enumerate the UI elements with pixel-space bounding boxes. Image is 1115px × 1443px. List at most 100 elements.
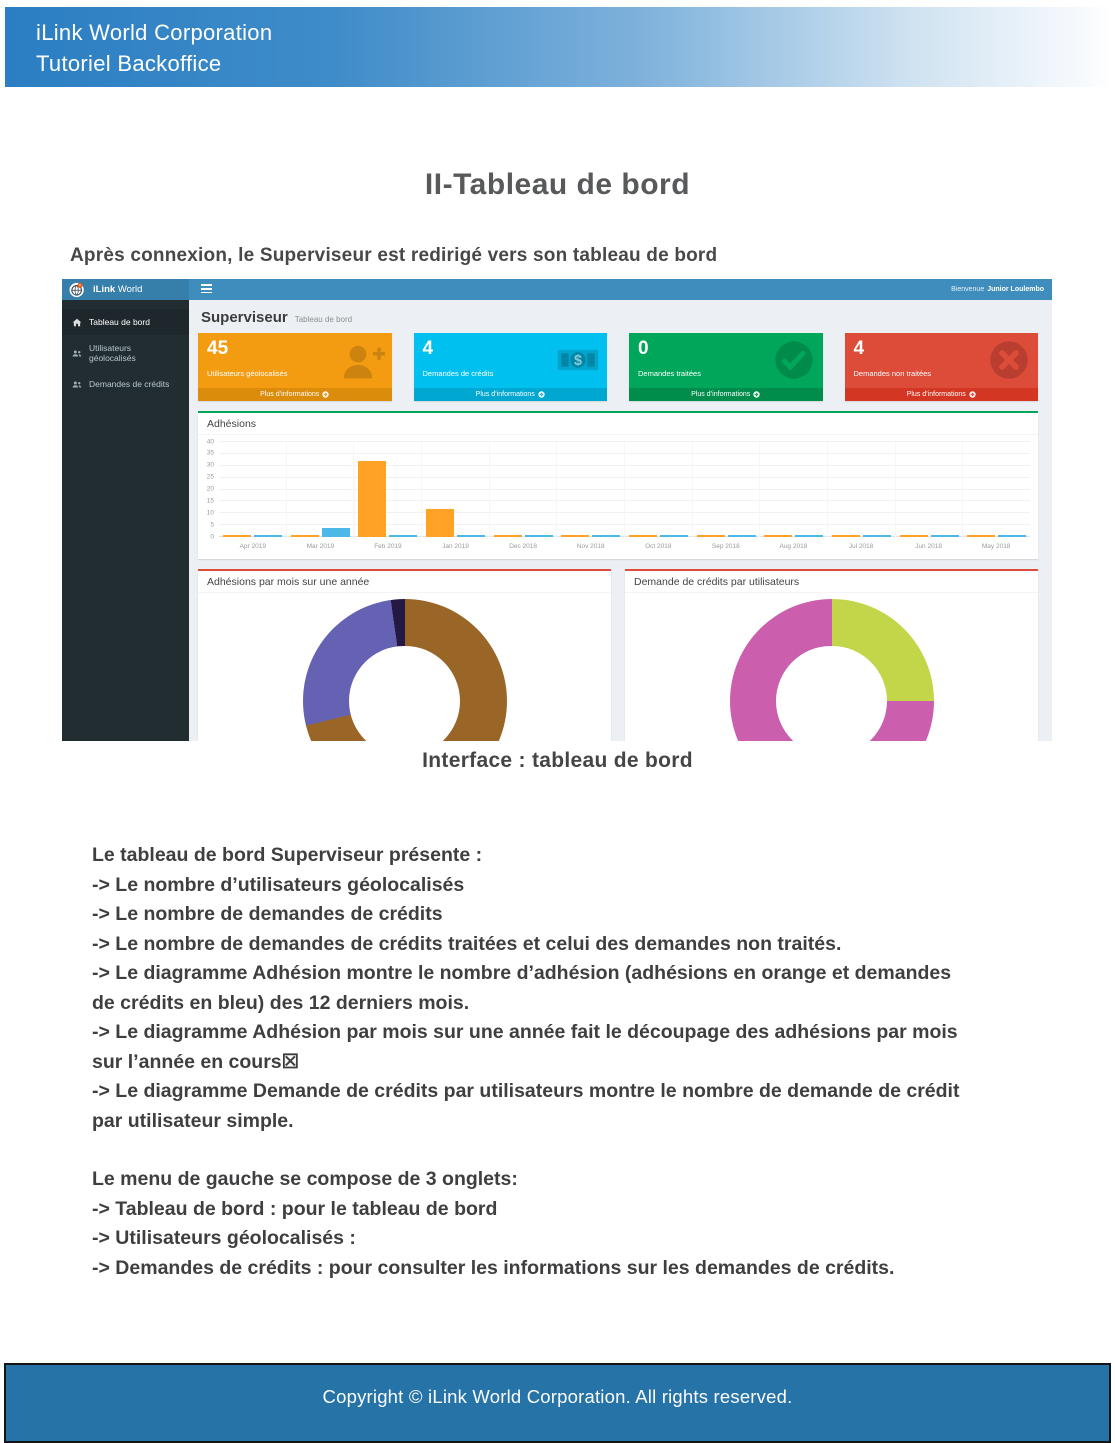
adhesions-per-month-panel: Adhésions par mois sur une année <box>198 569 611 741</box>
sidebar-item-demandes-de-credits[interactable]: Demandes de crédits <box>62 371 189 397</box>
screenshot-caption: Interface : tableau de bord <box>422 749 693 772</box>
more-info-link[interactable]: Plus d’informations <box>198 388 392 401</box>
bar-demandes-de-credits-may-2018[interactable] <box>998 535 1027 537</box>
x-tick-label: Sep 2018 <box>711 543 740 550</box>
bar-demandes-de-credits-nov-2018[interactable] <box>592 535 621 537</box>
bar-chart-plot-area <box>219 441 1030 537</box>
navbar-strip: Bienvenue Junior Loulembo <box>189 279 1052 300</box>
bar-group-apr-2019 <box>219 442 286 537</box>
arrow-circle-icon <box>538 391 545 398</box>
content-subtitle: Tableau de bord <box>294 315 353 324</box>
copyright-text: Copyright © iLink World Corporation. All… <box>322 1386 793 1407</box>
bar-adhesions-nov-2018[interactable] <box>561 534 590 537</box>
stat-label: Utilisateurs géolocalisés <box>207 368 288 378</box>
brand-logo-area[interactable]: iLink World <box>62 279 189 300</box>
bar-demandes-de-credits-oct-2018[interactable] <box>659 535 688 537</box>
y-tick-label: 25 <box>206 473 214 481</box>
body-line: -> Utilisateurs géolocalisés : <box>92 1227 356 1249</box>
stat-card-body: 0 Demandes traitées <box>629 333 823 388</box>
paragraph-gap <box>92 1136 1092 1165</box>
document-header-banner: iLink World Corporation Tutoriel Backoff… <box>5 7 1109 87</box>
bar-group-jul-2018 <box>827 442 895 537</box>
stat-value: 45 <box>207 338 229 359</box>
bar-adhesions-oct-2018[interactable] <box>628 535 657 537</box>
x-tick-label: Oct 2018 <box>645 543 672 550</box>
more-info-link[interactable]: Plus d’informations <box>629 388 823 401</box>
x-tick-label: Feb 2019 <box>374 543 402 550</box>
bar-demandes-de-credits-sep-2018[interactable] <box>727 535 756 537</box>
body-line: -> Le nombre d’utilisateurs géolocalisés <box>92 873 465 896</box>
body-line: -> Tableau de bord : pour le tableau de … <box>92 1197 498 1220</box>
bar-demandes-de-credits-jun-2018[interactable] <box>930 535 959 537</box>
donut-panels-row: Adhésions par mois sur une année Demande… <box>198 569 1038 741</box>
x-tick-label: Jul 2018 <box>848 543 874 550</box>
adhesions-donut-chart <box>302 599 507 741</box>
x-tick-label: Jan 2019 <box>442 543 469 550</box>
adhesions-bar-chart: 0 5 10 15 20 25 30 35 40 Apr 2019 Mar 2019 Feb 2019… <box>202 438 1032 553</box>
sidebar-item-utilisateurs-geolocalises[interactable]: Utilisateurs géolocalisés <box>62 335 189 371</box>
donut2-title: Demande de crédits par utilisateurs <box>625 571 1038 593</box>
stat-label: Demandes traitées <box>638 368 701 378</box>
bar-demandes-de-credits-feb-2019[interactable] <box>389 535 418 537</box>
bar-adhesions-jul-2018[interactable] <box>831 535 860 537</box>
stat-card-utilisateurs-geolocalises: 45 Utilisateurs géolocalisés Plus d’inform… <box>198 333 392 401</box>
x-tick-label: May 2018 <box>981 543 1011 550</box>
page-title: II-Tableau de bord <box>424 168 691 201</box>
bar-group-dec-2018 <box>488 442 557 537</box>
bar-group-may-2018 <box>962 442 1030 537</box>
brand-name: iLink World <box>93 284 143 295</box>
stat-label: Demandes non traitées <box>853 368 932 378</box>
arrow-circle-icon <box>969 391 976 398</box>
bar-demandes-de-credits-apr-2019[interactable] <box>253 535 282 537</box>
credit-requests-donut-chart <box>729 599 934 741</box>
bar-group-mar-2019 <box>285 442 354 537</box>
bar-adhesions-apr-2019[interactable] <box>222 535 251 537</box>
more-info-link[interactable]: Plus d’informations <box>413 388 607 401</box>
bar-adhesions-mar-2019[interactable] <box>290 535 319 537</box>
y-tick-label: 30 <box>206 461 214 469</box>
content-title: Superviseur <box>201 309 288 326</box>
body-text: Le tableau de bord Superviseur présente … <box>92 841 1092 1283</box>
stat-cards-row: 45 Utilisateurs géolocalisés Plus d’inform… <box>198 333 1038 401</box>
bar-demandes-de-credits-mar-2019[interactable] <box>321 527 350 537</box>
bar-adhesions-sep-2018[interactable] <box>696 535 725 537</box>
banknote-icon: $ <box>556 340 600 380</box>
x-axis-labels: Apr 2019 Mar 2019 Feb 2019 Jan 2019 Dec 2018… <box>219 540 1030 553</box>
bar-adhesions-aug-2018[interactable] <box>764 535 793 537</box>
bar-adhesions-may-2018[interactable] <box>967 535 996 537</box>
sidebar-item-label: Tableau de bord <box>89 317 150 327</box>
document-subtitle: Tutoriel Backoffice <box>36 51 222 76</box>
bar-demandes-de-credits-aug-2018[interactable] <box>795 535 824 537</box>
more-info-label: Plus d’informations <box>691 391 751 398</box>
stat-card-body: 4 Demandes non traitées <box>845 333 1039 388</box>
bar-group-sep-2018 <box>691 442 760 537</box>
more-info-label: Plus d’informations <box>906 391 966 398</box>
more-info-label: Plus d’informations <box>260 391 320 398</box>
stat-card-body: 45 Utilisateurs géolocalisés <box>198 333 392 388</box>
more-info-link[interactable]: Plus d’informations <box>844 388 1038 401</box>
stat-value: 0 <box>638 338 649 359</box>
stat-label: Demandes de crédits <box>422 368 494 378</box>
stat-value: 4 <box>853 338 865 359</box>
x-tick-label: Nov 2018 <box>576 543 605 550</box>
bar-demandes-de-credits-dec-2018[interactable] <box>524 535 553 537</box>
bar-demandes-de-credits-jan-2019[interactable] <box>456 535 485 537</box>
stat-card-demandes-de-credits: 4 Demandes de crédits $ Plus d’informations <box>413 333 607 401</box>
sidebar-item-tableau-de-bord[interactable]: Tableau de bord <box>62 309 189 335</box>
adhesions-panel: Adhésions 0 5 10 15 20 25 30 35 40 Apr 2019 Mar 20… <box>198 411 1038 559</box>
body-line: -> Le nombre de demandes de crédits <box>92 903 443 925</box>
menu-toggle-icon[interactable] <box>201 285 212 293</box>
bar-adhesions-jan-2019[interactable] <box>425 508 454 537</box>
x-tick-label: Jun 2018 <box>915 543 942 550</box>
stat-value: 4 <box>422 338 434 359</box>
y-tick-label: 10 <box>206 509 214 516</box>
bar-demandes-de-credits-jul-2018[interactable] <box>862 535 891 537</box>
users-icon <box>72 349 82 358</box>
bar-adhesions-jun-2018[interactable] <box>899 535 928 537</box>
user-name: Junior Loulembo <box>987 286 1044 293</box>
bar-adhesions-feb-2019[interactable] <box>358 461 387 537</box>
welcome-message: Bienvenue Junior Loulembo <box>951 286 1044 293</box>
users-icon <box>72 380 82 389</box>
y-tick-label: 15 <box>206 497 214 505</box>
bar-adhesions-dec-2018[interactable] <box>493 535 522 537</box>
